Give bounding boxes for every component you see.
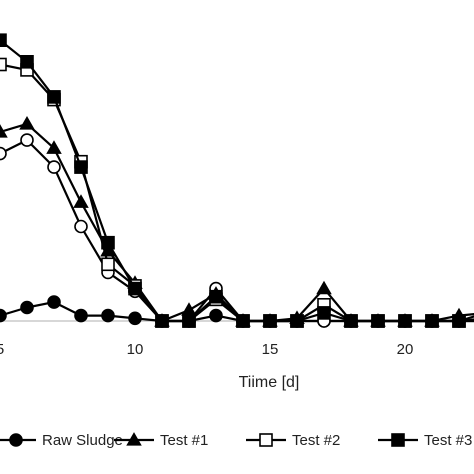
- data-point: [101, 308, 115, 323]
- data-point: [101, 235, 115, 250]
- legend: Raw Sludge Test #1 Test #2 Test #3: [0, 432, 472, 449]
- data-point: [0, 146, 7, 161]
- data-point: [20, 300, 34, 315]
- data-point: [371, 314, 385, 328]
- data-point: [0, 57, 7, 72]
- series-line: [0, 63, 474, 323]
- x-tick-label: 20: [397, 341, 414, 358]
- data-point: [290, 314, 304, 328]
- data-point: [344, 314, 358, 328]
- series-4: [0, 33, 474, 328]
- data-point: [20, 133, 34, 147]
- data-point: [74, 160, 88, 174]
- x-tick-label: 5: [0, 341, 4, 358]
- legend-label: Test #3: [424, 432, 472, 449]
- legend-marker: [126, 432, 142, 446]
- data-point: [47, 295, 61, 309]
- data-point: [74, 219, 88, 234]
- series-3: [0, 57, 474, 328]
- legend-label: Raw Sludge: [42, 432, 123, 449]
- x-tick-labels: 5 10 15 20: [0, 341, 413, 358]
- series-line: [0, 122, 474, 323]
- x-axis-title: Tiime [d]: [239, 374, 300, 391]
- data-point: [0, 33, 7, 48]
- data-point: [452, 314, 466, 328]
- data-point: [74, 308, 88, 323]
- data-point: [209, 308, 223, 323]
- series-2: [0, 115, 474, 327]
- series-layer: [0, 33, 474, 328]
- data-point: [101, 257, 115, 272]
- data-point: [20, 54, 34, 69]
- data-point: [317, 306, 331, 320]
- legend-marker: [9, 433, 23, 447]
- series-line: [0, 139, 474, 323]
- legend-label: Test #1: [160, 432, 208, 449]
- data-point: [425, 314, 439, 328]
- x-tick-label: 10: [127, 341, 144, 358]
- data-point: [47, 160, 61, 174]
- legend-entry: Test #3: [378, 432, 472, 449]
- legend-entry: Test #1: [114, 432, 208, 449]
- legend-marker: [259, 433, 273, 447]
- data-point: [0, 124, 8, 138]
- data-point: [316, 280, 332, 295]
- data-point: [155, 314, 169, 328]
- data-point: [128, 281, 142, 296]
- data-point: [182, 314, 196, 328]
- data-point: [128, 311, 142, 326]
- series-1: [0, 133, 474, 328]
- x-tick-label: 15: [262, 341, 279, 358]
- legend-entry: Test #2: [246, 432, 340, 449]
- legend-marker: [391, 433, 405, 447]
- data-point: [263, 314, 277, 328]
- data-point: [19, 115, 35, 130]
- legend-label: Test #2: [292, 432, 340, 449]
- data-point: [181, 302, 197, 316]
- data-point: [47, 90, 61, 104]
- data-point: [73, 194, 89, 208]
- data-point: [236, 314, 250, 328]
- data-point: [0, 308, 7, 323]
- data-point: [398, 314, 412, 328]
- legend-entry: Raw Sludge: [0, 432, 123, 449]
- data-point: [209, 289, 223, 304]
- data-point: [46, 140, 62, 154]
